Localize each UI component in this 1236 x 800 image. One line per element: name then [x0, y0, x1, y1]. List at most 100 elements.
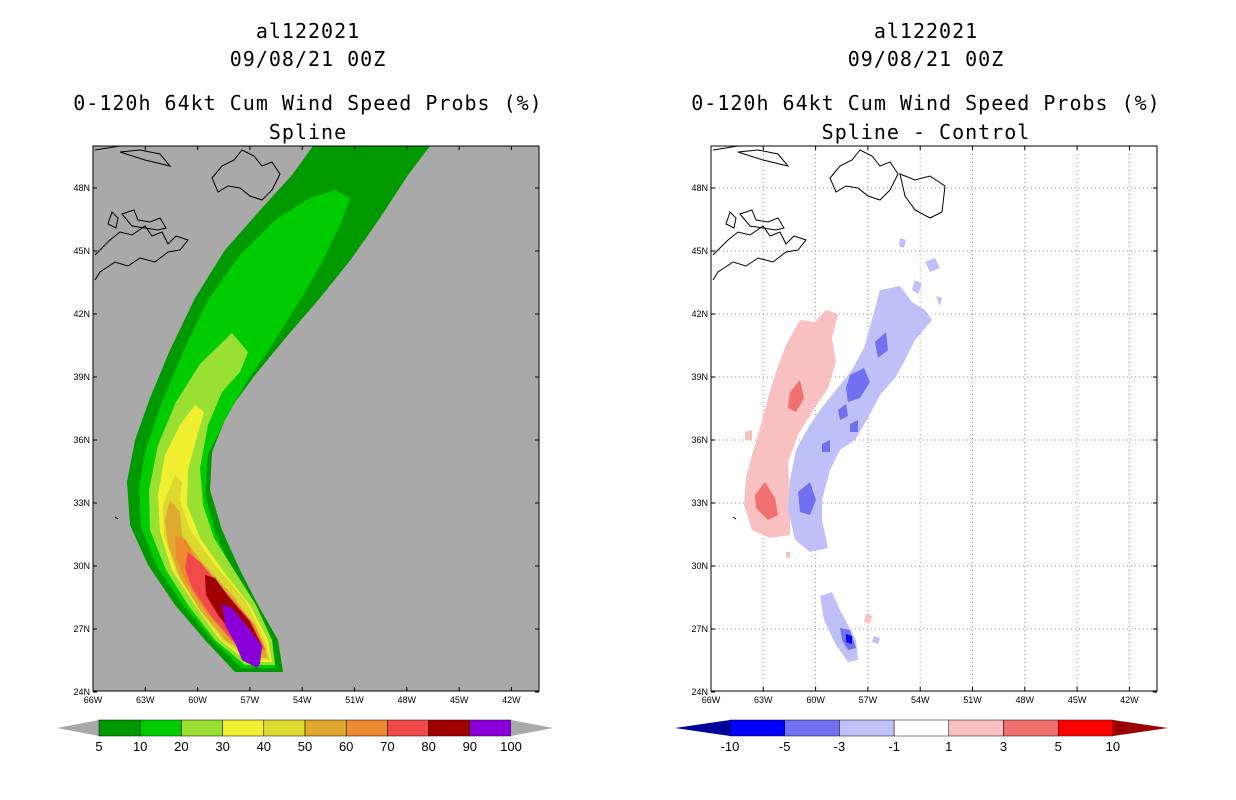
right-subtitle: Spline - Control	[821, 120, 1031, 144]
lon-tick-label: 54W	[293, 695, 312, 705]
colorbar-label: 100	[500, 739, 522, 754]
diff-neg-3-5-c	[838, 404, 848, 420]
colorbar-box	[181, 719, 223, 737]
colorbar-box	[98, 719, 141, 737]
diff-pos-1-3-d	[786, 552, 790, 558]
colorbar-label: -3	[834, 739, 846, 754]
left-colorbar: 5 10 20 30 40 50 60 70 80 90 100	[57, 719, 553, 754]
colorbar-label: 40	[257, 739, 271, 754]
colorbar-box	[428, 719, 471, 737]
colorbar-label: 60	[339, 739, 353, 754]
lon-tick-label: 51W	[345, 695, 364, 705]
lon-tick-label: 45W	[450, 695, 469, 705]
right-storm-id: al122021	[873, 19, 979, 43]
colorbar-box	[893, 719, 950, 737]
diff-neg-3-5	[875, 332, 888, 358]
colorbar-label: 5	[95, 739, 102, 754]
lat-tick-label: 24N	[73, 687, 90, 697]
right-datetime: 09/08/21 00Z	[847, 47, 1005, 71]
lat-tick-label: 30N	[691, 561, 708, 571]
swath-30pct	[158, 405, 272, 662]
lon-tick-label: 42W	[1120, 695, 1139, 705]
right-colorbar-low-arrow	[675, 720, 730, 736]
lat-tick-label: 42N	[691, 309, 708, 319]
diff-pos-1-3-c	[864, 614, 872, 624]
colorbar-label: 20	[174, 739, 188, 754]
lat-tick-label: 36N	[691, 435, 708, 445]
colorbar-label: 10	[133, 739, 147, 754]
diff-neg-1-3-g	[872, 636, 880, 644]
colorbar-box	[222, 719, 265, 737]
colorbar-label: 30	[215, 739, 229, 754]
lon-tick-label: 63W	[136, 695, 155, 705]
colorbar-label: 10	[1106, 739, 1120, 754]
lon-tick-label: 51W	[963, 695, 982, 705]
colorbar-label: 3	[1000, 739, 1007, 754]
lat-tick-label: 27N	[73, 624, 90, 634]
left-colorbar-low-arrow	[57, 720, 99, 736]
right-product-title: 0-120h 64kt Cum Wind Speed Probs (%)	[691, 91, 1161, 115]
lon-tick-label: 42W	[502, 695, 521, 705]
lon-tick-label: 60W	[188, 695, 207, 705]
lat-tick-label: 45N	[73, 246, 90, 256]
left-colorbar-boxes	[98, 719, 512, 737]
colorbar-label: 80	[421, 739, 435, 754]
diff-pos-1-3	[744, 310, 838, 538]
colorbar-label: 1	[945, 739, 952, 754]
diff-pos-3-5-b	[755, 482, 778, 520]
left-map-frame	[92, 145, 540, 692]
diff-neg-3-5-e	[822, 440, 830, 452]
lat-tick-label: 30N	[73, 561, 90, 571]
colorbar-label: 5	[1055, 739, 1062, 754]
diff-neg-1-3	[788, 286, 932, 552]
diff-neg-5-10	[846, 634, 852, 644]
lon-tick-label: 66W	[702, 695, 721, 705]
diff-neg-1-3-f	[936, 296, 942, 306]
colorbar-label: 50	[298, 739, 312, 754]
colorbar-box	[839, 719, 895, 737]
colorbar-box	[304, 719, 347, 737]
colorbar-box	[784, 719, 840, 737]
colorbar-label: 70	[380, 739, 394, 754]
lat-tick-label: 36N	[73, 435, 90, 445]
lon-tick-label: 48W	[1016, 695, 1035, 705]
left-colorbar-labels: 5 10 20 30 40 50 60 70 80 90 100	[95, 739, 521, 754]
lat-tick-label: 45N	[691, 246, 708, 256]
lon-tick-label: 45W	[1068, 695, 1087, 705]
lon-tick-label: 57W	[241, 695, 260, 705]
colorbar-box	[263, 719, 306, 737]
lat-tick-label: 48N	[73, 183, 90, 193]
colorbar-box	[948, 719, 1004, 737]
colorbar-box	[139, 719, 182, 737]
lat-tick-label: 39N	[73, 372, 90, 382]
colorbar-box	[1057, 719, 1114, 737]
right-colorbar: -10 -5 -3 -1 1 3 5 10	[675, 719, 1168, 754]
lat-tick-label: 42N	[73, 309, 90, 319]
left-coastlines	[94, 145, 281, 520]
lat-tick-label: 33N	[691, 498, 708, 508]
lat-tick-label: 27N	[691, 624, 708, 634]
colorbar-label: -10	[721, 739, 740, 754]
lat-tick-label: 48N	[691, 183, 708, 193]
diff-neg-1-3-e	[899, 238, 906, 248]
lon-tick-label: 57W	[859, 695, 878, 705]
lon-tick-label: 60W	[806, 695, 825, 705]
lat-tick-label: 24N	[691, 687, 708, 697]
lat-tick-label: 39N	[691, 372, 708, 382]
colorbar-box	[387, 719, 429, 737]
right-map-frame	[710, 145, 1158, 692]
right-axis-ticks: 66W 63W 60W 57W 54W 51W 48W 45W 42W 48N 45N 42N 39N 3…	[691, 146, 1157, 705]
left-product-title: 0-120h 64kt Cum Wind Speed Probs (%)	[73, 91, 543, 115]
lat-tick-label: 33N	[73, 498, 90, 508]
right-difference-field	[744, 238, 942, 662]
right-colorbar-labels: -10 -5 -3 -1 1 3 5 10	[721, 739, 1121, 754]
diff-pos-1-3-b	[745, 430, 752, 440]
colorbar-label: -5	[779, 739, 791, 754]
left-datetime: 09/08/21 00Z	[229, 47, 387, 71]
diff-neg-3-5-b	[846, 368, 870, 402]
colorbar-box	[1003, 719, 1059, 737]
left-colorbar-high-arrow	[511, 720, 553, 736]
lon-tick-label: 54W	[911, 695, 930, 705]
